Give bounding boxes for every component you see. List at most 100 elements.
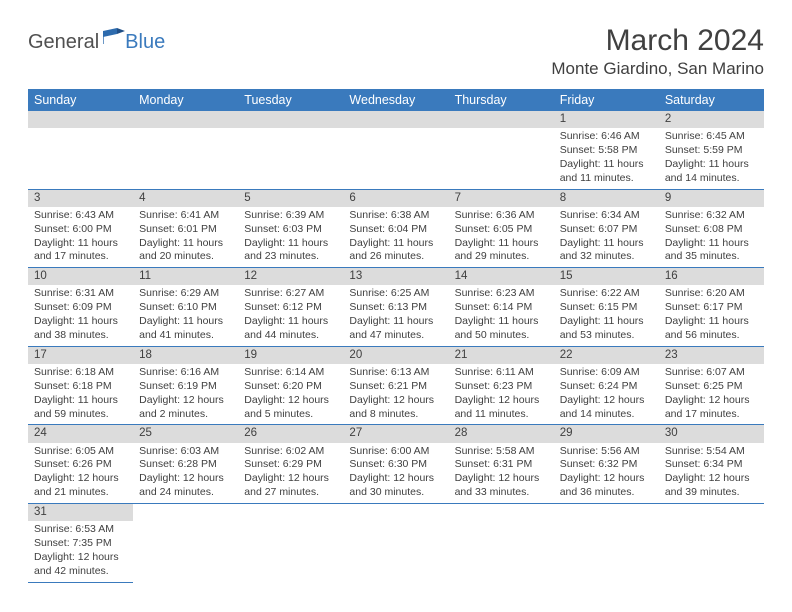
day-details: Sunrise: 6:11 AMSunset: 6:23 PMDaylight:… [449, 364, 554, 424]
day-detail-line: Sunset: 6:34 PM [665, 458, 758, 472]
day-details: Sunrise: 6:00 AMSunset: 6:30 PMDaylight:… [343, 443, 448, 503]
logo: General Blue [28, 28, 165, 57]
day-detail-line: Daylight: 12 hours [560, 394, 653, 408]
weekday-header: Saturday [659, 89, 764, 111]
day-detail-line: Sunrise: 6:23 AM [455, 287, 548, 301]
day-detail-line: and 5 minutes. [244, 408, 337, 422]
day-detail-line: Daylight: 12 hours [244, 472, 337, 486]
day-details: Sunrise: 6:53 AMSunset: 7:35 PMDaylight:… [28, 521, 133, 581]
day-number: 16 [659, 268, 764, 285]
day-detail-line: and 38 minutes. [34, 329, 127, 343]
calendar-cell [133, 111, 238, 189]
calendar-cell: 3Sunrise: 6:43 AMSunset: 6:00 PMDaylight… [28, 189, 133, 268]
day-number: 22 [554, 347, 659, 364]
calendar-cell: 21Sunrise: 6:11 AMSunset: 6:23 PMDayligh… [449, 346, 554, 425]
day-detail-line: Sunrise: 6:18 AM [34, 366, 127, 380]
day-detail-line: Sunset: 5:58 PM [560, 144, 653, 158]
day-detail-line: and 53 minutes. [560, 329, 653, 343]
logo-text-1: General [28, 31, 99, 54]
day-detail-line: Daylight: 12 hours [665, 472, 758, 486]
day-number: 21 [449, 347, 554, 364]
day-detail-line: Sunset: 7:35 PM [34, 537, 127, 551]
day-detail-line: Sunrise: 6:03 AM [139, 445, 232, 459]
day-details: Sunrise: 6:29 AMSunset: 6:10 PMDaylight:… [133, 285, 238, 345]
day-number-empty [343, 111, 448, 128]
calendar-row: 17Sunrise: 6:18 AMSunset: 6:18 PMDayligh… [28, 346, 764, 425]
day-detail-line: Sunrise: 6:39 AM [244, 209, 337, 223]
calendar-cell [659, 504, 764, 583]
calendar-cell: 17Sunrise: 6:18 AMSunset: 6:18 PMDayligh… [28, 346, 133, 425]
day-detail-line: and 39 minutes. [665, 486, 758, 500]
weekday-header-row: Sunday Monday Tuesday Wednesday Thursday… [28, 89, 764, 111]
day-details: Sunrise: 6:41 AMSunset: 6:01 PMDaylight:… [133, 207, 238, 267]
day-number-empty [449, 111, 554, 128]
day-detail-line: Daylight: 11 hours [665, 315, 758, 329]
day-detail-line: and 30 minutes. [349, 486, 442, 500]
day-detail-line: and 59 minutes. [34, 408, 127, 422]
day-detail-line: Daylight: 11 hours [455, 315, 548, 329]
day-detail-line: Daylight: 11 hours [349, 237, 442, 251]
calendar-cell: 30Sunrise: 5:54 AMSunset: 6:34 PMDayligh… [659, 425, 764, 504]
day-detail-line: Daylight: 12 hours [455, 394, 548, 408]
day-number: 30 [659, 425, 764, 442]
day-number: 2 [659, 111, 764, 128]
day-number-empty [238, 111, 343, 128]
header: General Blue March 2024 Monte Giardino, … [28, 24, 764, 79]
day-number: 23 [659, 347, 764, 364]
day-number: 29 [554, 425, 659, 442]
day-detail-line: and 29 minutes. [455, 250, 548, 264]
day-detail-line: Sunrise: 6:32 AM [665, 209, 758, 223]
day-detail-line: Daylight: 12 hours [34, 551, 127, 565]
day-details: Sunrise: 6:27 AMSunset: 6:12 PMDaylight:… [238, 285, 343, 345]
day-detail-line: Sunset: 6:00 PM [34, 223, 127, 237]
day-detail-line: Sunset: 6:08 PM [665, 223, 758, 237]
calendar-cell [133, 504, 238, 583]
calendar-cell: 18Sunrise: 6:16 AMSunset: 6:19 PMDayligh… [133, 346, 238, 425]
calendar-row: 1Sunrise: 6:46 AMSunset: 5:58 PMDaylight… [28, 111, 764, 189]
day-detail-line: Sunset: 6:04 PM [349, 223, 442, 237]
calendar-cell: 29Sunrise: 5:56 AMSunset: 6:32 PMDayligh… [554, 425, 659, 504]
day-details: Sunrise: 6:32 AMSunset: 6:08 PMDaylight:… [659, 207, 764, 267]
day-detail-line: Sunset: 6:14 PM [455, 301, 548, 315]
day-details: Sunrise: 6:39 AMSunset: 6:03 PMDaylight:… [238, 207, 343, 267]
day-detail-line: Sunrise: 6:41 AM [139, 209, 232, 223]
day-detail-line: and 17 minutes. [665, 408, 758, 422]
day-details: Sunrise: 6:05 AMSunset: 6:26 PMDaylight:… [28, 443, 133, 503]
day-number: 14 [449, 268, 554, 285]
day-detail-line: Daylight: 11 hours [665, 237, 758, 251]
weekday-header: Thursday [449, 89, 554, 111]
day-details: Sunrise: 6:03 AMSunset: 6:28 PMDaylight:… [133, 443, 238, 503]
calendar-cell: 9Sunrise: 6:32 AMSunset: 6:08 PMDaylight… [659, 189, 764, 268]
day-details: Sunrise: 5:56 AMSunset: 6:32 PMDaylight:… [554, 443, 659, 503]
day-detail-line: and 14 minutes. [665, 172, 758, 186]
calendar-cell: 15Sunrise: 6:22 AMSunset: 6:15 PMDayligh… [554, 268, 659, 347]
day-detail-line: Sunrise: 6:00 AM [349, 445, 442, 459]
calendar-row: 3Sunrise: 6:43 AMSunset: 6:00 PMDaylight… [28, 189, 764, 268]
calendar-cell: 8Sunrise: 6:34 AMSunset: 6:07 PMDaylight… [554, 189, 659, 268]
day-detail-line: and 8 minutes. [349, 408, 442, 422]
day-detail-line: Daylight: 11 hours [34, 394, 127, 408]
day-detail-line: Sunrise: 5:58 AM [455, 445, 548, 459]
calendar-cell: 22Sunrise: 6:09 AMSunset: 6:24 PMDayligh… [554, 346, 659, 425]
day-details: Sunrise: 6:25 AMSunset: 6:13 PMDaylight:… [343, 285, 448, 345]
day-details: Sunrise: 6:16 AMSunset: 6:19 PMDaylight:… [133, 364, 238, 424]
day-number: 10 [28, 268, 133, 285]
day-number: 6 [343, 190, 448, 207]
calendar-cell: 16Sunrise: 6:20 AMSunset: 6:17 PMDayligh… [659, 268, 764, 347]
page-title: March 2024 [551, 24, 764, 58]
day-detail-line: and 11 minutes. [560, 172, 653, 186]
day-detail-line: and 26 minutes. [349, 250, 442, 264]
day-detail-line: Sunrise: 6:31 AM [34, 287, 127, 301]
calendar-cell [343, 504, 448, 583]
day-detail-line: Daylight: 12 hours [349, 394, 442, 408]
calendar-cell: 14 Sunrise: 6:23 AMSunset: 6:14 PMDayligh… [449, 268, 554, 347]
day-detail-line: Daylight: 12 hours [665, 394, 758, 408]
day-detail-line: Daylight: 11 hours [139, 237, 232, 251]
day-number: 25 [133, 425, 238, 442]
day-number: 9 [659, 190, 764, 207]
day-detail-line: Sunrise: 6:38 AM [349, 209, 442, 223]
day-details: Sunrise: 6:18 AMSunset: 6:18 PMDaylight:… [28, 364, 133, 424]
day-detail-line: Sunset: 6:30 PM [349, 458, 442, 472]
day-details: Sunrise: 6:43 AMSunset: 6:00 PMDaylight:… [28, 207, 133, 267]
day-number: 8 [554, 190, 659, 207]
